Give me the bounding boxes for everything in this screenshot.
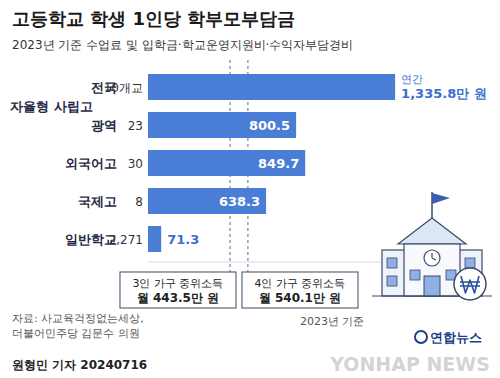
data-label: 800.5 [249,118,290,133]
data-label: 1,335.8만 원 [401,86,487,101]
subtitle: 2023년 기준 수업료 및 입학금·학교운영지원비·수익자부담경비 [12,38,353,52]
watermark: YONHAP NEWS [329,353,490,375]
value-prefix: 연간 [401,73,423,86]
reference-label: 3인 가구 중위소득 [132,277,223,290]
coin [454,268,486,300]
bar [148,188,266,214]
clock-hands [432,253,436,260]
bar [148,150,305,176]
logo-icon [415,331,427,343]
school-illustration [372,192,492,300]
reference-label: 월 540.1만 원 [259,291,341,305]
bar [148,226,161,252]
source: 더불어민주당 김문수 의원 [12,327,140,340]
data-label: 849.7 [258,156,299,171]
category-label: 광역 [91,118,117,133]
reference-label: 월 443.5만 원 [137,291,219,305]
window [387,276,397,286]
school-count: 2,271 [109,233,143,247]
date-note: 2023년 기준 [300,315,365,328]
data-label: 638.3 [219,194,260,209]
school-count: 8 [135,195,143,209]
bar [148,112,296,138]
school-count: 10개교 [104,81,143,95]
reference-box [120,272,236,308]
school-count: 23 [128,119,143,133]
category-label: 국제고 [78,194,117,209]
logo: 연합뉴스 [430,330,482,345]
building-center [404,244,460,296]
byline: 원형민 기자 20240716 [12,358,147,372]
bars [148,74,395,252]
window [410,270,420,280]
window [465,258,475,268]
clock [424,250,440,266]
source: 자료: 사교육걱정없는세상, [12,312,144,325]
school-count: 30 [128,157,143,171]
reference-label: 4인 가구 중위소득 [254,277,345,290]
door [424,276,440,296]
data-label: 71.3 [167,232,199,247]
won-sign [460,276,480,293]
title: 고등학교 학생 1인당 학부모부담금 [12,8,295,29]
background [0,0,500,378]
chart: 고등학교 학생 1인당 학부모부담금 2023년 기준 수업료 및 입학금·학교운… [0,0,500,378]
reference-box [242,272,358,308]
bar [148,74,395,100]
roof [398,218,466,244]
window [387,258,397,268]
category-group: 자율형 사립고 [10,99,93,114]
category-label: 외국어고 [65,156,117,171]
flag [432,193,450,204]
